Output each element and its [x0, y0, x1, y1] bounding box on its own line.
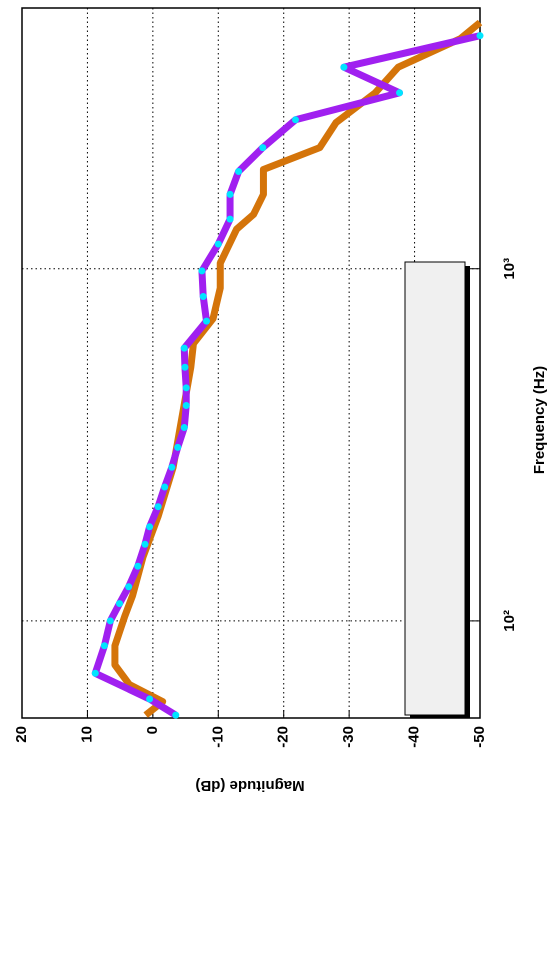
point [198, 267, 206, 275]
x-axis-title: Frequency (Hz) [531, 366, 548, 474]
y-tick-label: 0 [144, 726, 161, 734]
legend-box [404, 261, 466, 716]
point [340, 63, 348, 71]
y-tick-label: -30 [340, 726, 357, 748]
point [226, 215, 234, 223]
point [396, 89, 404, 97]
plot-data [91, 19, 484, 719]
point [182, 401, 190, 409]
point [161, 483, 169, 491]
point [203, 317, 211, 325]
y-tick-label: 10 [78, 726, 95, 743]
x-tick-label: 10³ [501, 258, 518, 280]
point [168, 463, 176, 471]
point [259, 144, 267, 152]
point [214, 240, 222, 248]
point [226, 190, 234, 198]
point [180, 424, 188, 432]
point [91, 669, 99, 677]
point [181, 363, 189, 371]
point [291, 116, 299, 124]
point [100, 642, 108, 650]
point [235, 168, 243, 176]
plot-frame [21, 7, 481, 719]
point [180, 344, 188, 352]
point [125, 583, 133, 591]
point [154, 503, 162, 511]
point [146, 695, 154, 703]
point [476, 32, 484, 40]
x-tick-label: 10² [501, 610, 518, 632]
y-tick-label: -10 [209, 726, 226, 748]
point [134, 562, 142, 570]
point [115, 600, 123, 608]
point [146, 523, 154, 531]
line [111, 19, 483, 718]
y-tick-label: 20 [13, 726, 30, 743]
point [141, 540, 149, 548]
y-tick-label: -50 [471, 726, 488, 748]
y-axis-title: Magnitude (dB) [195, 777, 304, 794]
point [106, 617, 114, 625]
point [199, 292, 207, 300]
y-tick-label: -40 [406, 726, 423, 748]
y-tick-label: -20 [275, 726, 292, 748]
point [182, 384, 190, 392]
point [172, 711, 180, 719]
point [174, 443, 182, 451]
